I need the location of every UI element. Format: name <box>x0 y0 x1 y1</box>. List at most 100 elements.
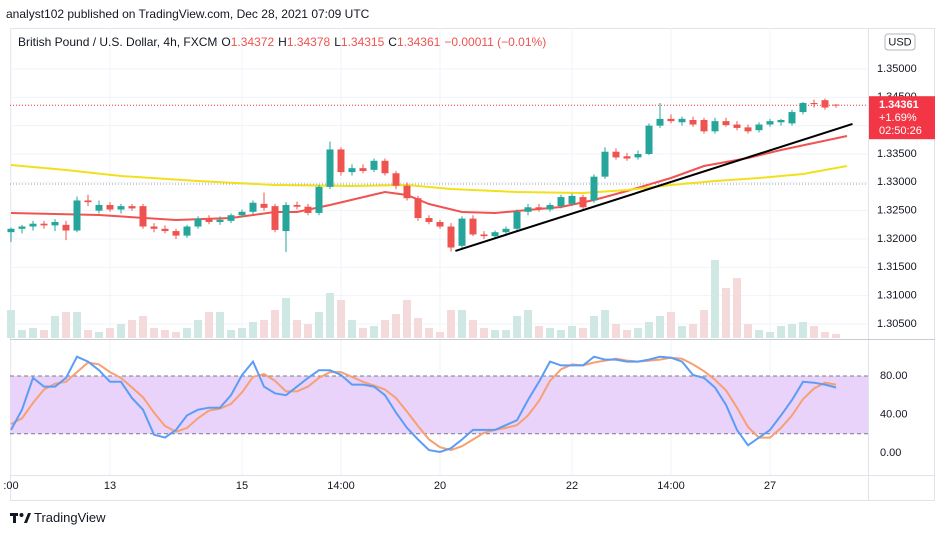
candle-body <box>447 226 455 248</box>
volume-bar <box>370 326 378 338</box>
price-pane <box>7 98 868 253</box>
candle-body <box>700 119 708 132</box>
candle-body <box>51 221 59 226</box>
candle-body <box>535 207 543 210</box>
x-tick-label: 20 <box>434 480 446 492</box>
y-tick-label: 1.31500 <box>877 261 917 273</box>
volume-bar <box>689 324 697 338</box>
y2-tick-label: 0.00 <box>880 447 901 459</box>
volume-bar <box>315 312 323 338</box>
volume-bar <box>810 326 818 338</box>
stoch-d <box>10 356 837 452</box>
candle-body <box>249 202 257 212</box>
volume-bar <box>700 310 708 338</box>
candle-body <box>150 226 158 229</box>
volume-bar <box>601 310 609 338</box>
close-value: 1.34361 <box>396 35 441 49</box>
candle-body <box>238 211 246 216</box>
open-value: 1.34372 <box>230 35 275 49</box>
candle-body <box>667 118 675 122</box>
y-tick-label: 1.35000 <box>877 63 917 75</box>
volume-bar <box>513 316 521 338</box>
volume-bar <box>799 322 807 338</box>
x-tick-label: 14:00 <box>327 480 355 492</box>
candle-body <box>40 223 48 226</box>
volume-bar <box>381 320 389 338</box>
price-badge-value: 1.34361 <box>879 99 919 111</box>
volume-bar <box>711 260 719 338</box>
volume-bar <box>337 300 345 338</box>
candle-body <box>689 119 697 125</box>
symbol-title: British Pound / U.S. Dollar, 4h, FXCM <box>18 35 218 49</box>
y-tick-label: 1.30500 <box>877 318 917 330</box>
y2-tick-label: 40.00 <box>880 408 908 420</box>
candle-body <box>568 195 576 204</box>
volume-bar <box>172 332 180 338</box>
candle-body <box>480 234 488 237</box>
candle-body <box>491 232 499 237</box>
candle-body <box>194 218 202 227</box>
volume-bar <box>51 316 59 338</box>
candle-body <box>282 204 290 232</box>
y-tick-label: 1.32000 <box>877 233 917 245</box>
legend: British Pound / U.S. Dollar, 4h, FXCM O1.… <box>18 35 546 49</box>
volume-bar <box>568 326 576 338</box>
volume-bar <box>678 326 686 338</box>
candle-body <box>29 223 37 227</box>
volume-bar <box>480 328 488 338</box>
candle-body <box>128 206 136 209</box>
volume-bar <box>469 320 477 338</box>
candle-body <box>139 206 147 227</box>
x-tick-label: 27 <box>764 480 776 492</box>
candle-body <box>524 207 532 212</box>
volume-bar <box>722 288 730 338</box>
logo-part <box>13 513 16 523</box>
volume-bar <box>821 332 829 338</box>
volume-bar <box>832 334 840 338</box>
price-badge-countdown: 02:50:26 <box>879 125 922 137</box>
volume-bar <box>744 324 752 338</box>
y-tick-label: 1.32500 <box>877 205 917 217</box>
x-tick-label: 15 <box>236 480 248 492</box>
ohlc-label: H <box>278 35 287 49</box>
candle-body <box>557 197 565 207</box>
volume-bar <box>106 328 114 338</box>
volume-bar <box>62 312 70 338</box>
ohlc-label: C <box>388 35 397 49</box>
volume-bar <box>667 312 675 338</box>
volume-bar <box>227 330 235 338</box>
volume-bar <box>414 318 422 338</box>
candle-body <box>84 200 92 203</box>
volume-bar <box>326 293 334 338</box>
moving-average <box>10 164 848 195</box>
candle-body <box>777 119 785 123</box>
volume-bar <box>249 322 257 338</box>
candle-body <box>766 121 774 125</box>
candle-body <box>634 153 642 158</box>
candle-body <box>601 151 609 177</box>
candle-body <box>513 211 521 229</box>
volume-bar <box>29 328 37 338</box>
candle-body <box>744 127 752 132</box>
candle-body <box>733 124 741 128</box>
candle-body <box>645 125 653 154</box>
volume-bar <box>524 310 532 338</box>
volume-bar <box>128 320 136 338</box>
candle-body <box>293 204 301 207</box>
candle-body <box>348 168 356 173</box>
ohlc-label: L <box>334 35 341 49</box>
volume-bar <box>447 310 455 338</box>
candle-body <box>7 228 15 233</box>
brand-logo <box>10 513 31 523</box>
volume-bar <box>282 298 290 338</box>
candle-body <box>271 206 279 230</box>
candle-body <box>117 206 125 210</box>
volume <box>7 260 840 338</box>
volume-bar <box>7 310 15 338</box>
volume-bar <box>425 328 433 338</box>
volume-bar <box>755 330 763 338</box>
volume-bar <box>392 314 400 338</box>
candle-body <box>326 149 334 187</box>
